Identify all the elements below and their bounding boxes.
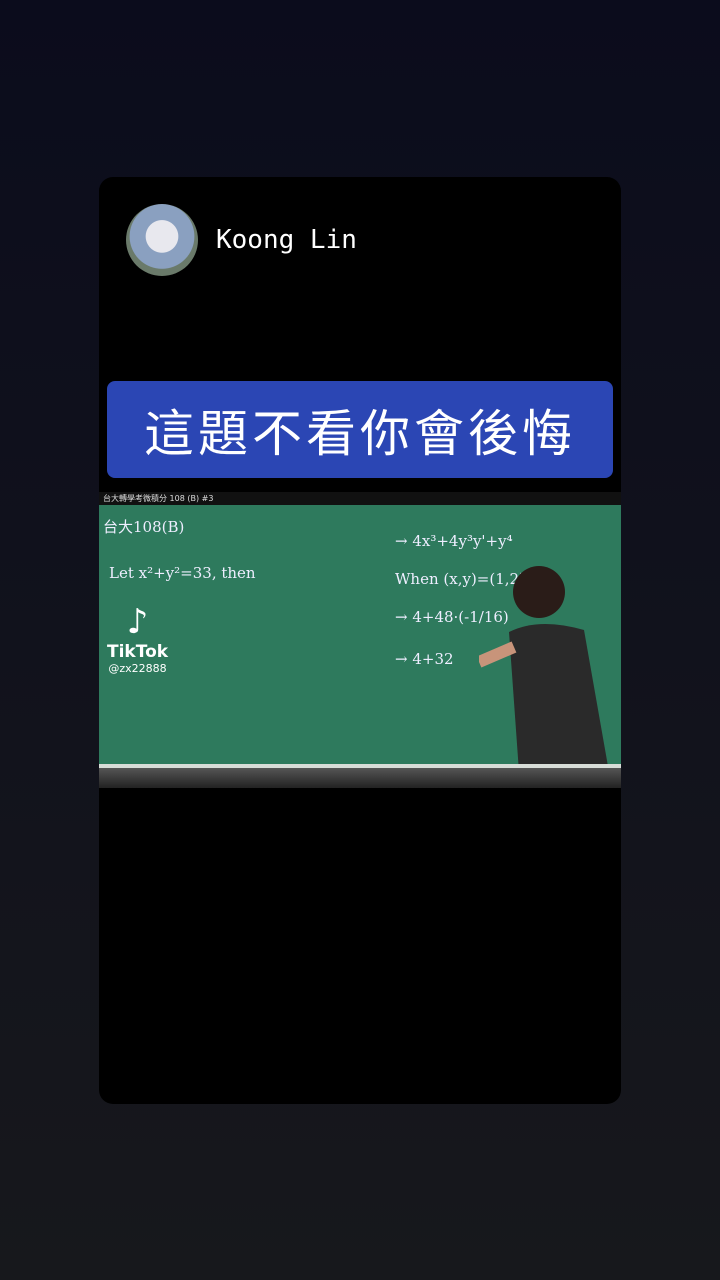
chalk-ledge [99,764,621,788]
board-text: 台大108(B) [103,518,185,536]
board-text: Let x²+y²=33, then [109,564,256,582]
watermark-handle: @zx22888 [108,662,167,675]
watermark-text: TikTok [107,642,169,662]
board-text: → 4x³+4y³y'+y⁴ [395,532,513,550]
video-header: 台大轉學考微積分 108 (B) #3 [99,492,621,505]
video[interactable]: 台大轉學考微積分 108 (B) #3 台大108(B) Let x²+y²=3… [99,492,621,788]
board-text: → 4+32 [395,650,454,668]
teacher [479,566,609,772]
board-text: When (x,y)=(1,2) [395,570,525,588]
caption-banner: 這題不看你會後悔 [107,381,613,478]
board-text: → 4+48·(-1/16) [395,608,509,626]
author-name[interactable]: Koong Lin [216,225,357,255]
avatar[interactable] [126,204,198,276]
watermark: ♪ TikTok @zx22888 [107,602,169,675]
story-card: Koong Lin 這題不看你會後悔 台大轉學考微積分 108 (B) #3 台… [99,177,621,1104]
